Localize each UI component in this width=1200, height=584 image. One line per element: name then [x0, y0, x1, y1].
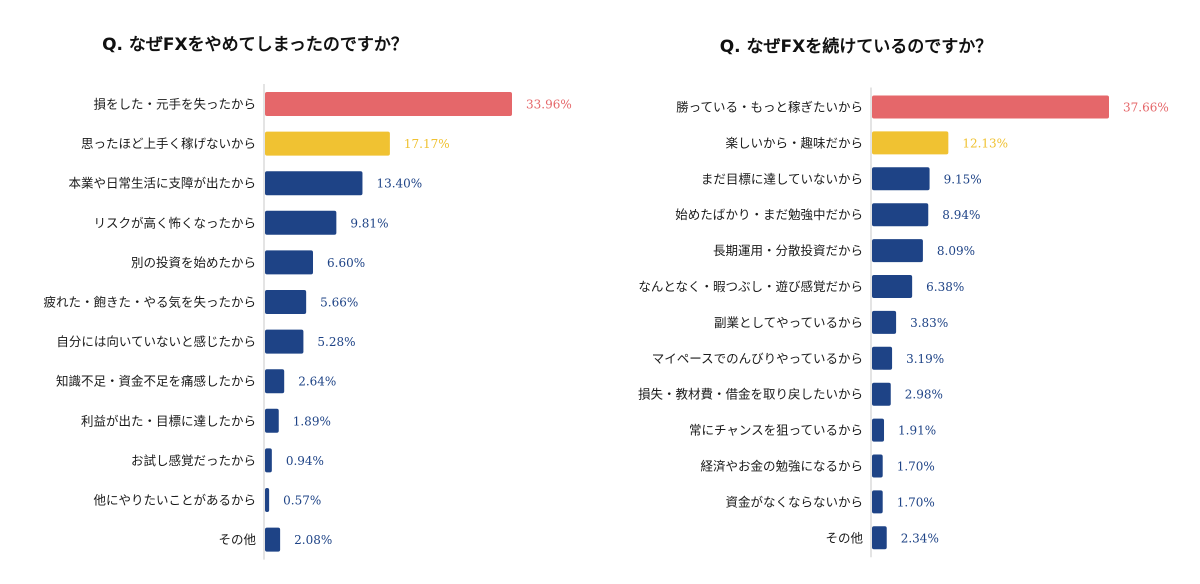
quit-bar — [265, 329, 304, 354]
continue-bar — [872, 382, 891, 406]
continue-value-label: 2.98% — [905, 388, 943, 402]
continue-category-label: 経済やお金の勉強になるから — [700, 459, 863, 474]
continue-bar — [872, 490, 883, 514]
quit-category-label: 疲れた・飽きた・やる気を失ったから — [43, 295, 256, 310]
continue-category-label: その他 — [825, 530, 863, 545]
continue-value-label: 8.94% — [942, 208, 980, 222]
quit-value-label: 2.64% — [298, 375, 336, 389]
continue-category-label: 副業としてやっているから — [714, 315, 863, 330]
chart-continue-reasons: Q. なぜFXを続けているのですか？ 勝っている・もっと稼ぎたいから 37.66%… — [638, 36, 1169, 558]
continue-value-label: 37.66% — [1123, 101, 1169, 115]
quit-value-label: 5.66% — [320, 296, 358, 310]
continue-category-label: なんとなく・暇つぶし・遊び感覚だから — [638, 279, 863, 294]
quit-category-label: 別の投資を始めたから — [131, 255, 256, 270]
continue-value-label: 12.13% — [962, 136, 1008, 150]
quit-category-label: リスクが高く怖くなったから — [93, 215, 256, 230]
continue-value-label: 8.09% — [937, 244, 975, 258]
continue-category-label: 始めたばかり・まだ勉強中だから — [675, 207, 863, 222]
continue-value-label: 3.83% — [910, 316, 948, 330]
quit-category-label: 損をした・元手を失ったから — [93, 97, 256, 112]
quit-value-label: 17.17% — [404, 137, 450, 151]
continue-category-label: 長期運用・分散投資だから — [713, 243, 863, 258]
quit-bar — [265, 488, 270, 512]
continue-category-label: 勝っている・もっと稼ぎたいから — [676, 100, 863, 115]
continue-category-label: マイペースでのんびりやっているから — [652, 351, 863, 366]
continue-category-label: 常にチャンスを狙っているから — [689, 423, 863, 438]
quit-value-label: 2.08% — [294, 533, 332, 547]
quit-bar — [265, 369, 285, 394]
chart-title-quit: Q. なぜFXをやめてしまったのですか？ — [102, 35, 408, 55]
quit-category-label: その他 — [218, 532, 256, 547]
quit-bar — [265, 250, 314, 275]
quit-bar — [265, 210, 337, 235]
quit-category-label: 思ったほど上手く稼げないから — [81, 136, 256, 151]
quit-category-label: 本業や日常生活に支障が出たから — [68, 176, 256, 191]
quit-value-label: 6.60% — [327, 256, 365, 270]
quit-category-label: 他にやりたいことがあるから — [93, 493, 256, 508]
quit-value-label: 1.89% — [293, 414, 331, 428]
continue-bar — [872, 239, 923, 263]
chart-quit-reasons: Q. なぜFXをやめてしまったのですか？ 損をした・元手を失ったから 33.96%… — [43, 35, 572, 560]
continue-category-label: 楽しいから・趣味だから — [725, 135, 863, 150]
continue-value-label: 1.70% — [897, 460, 935, 474]
quit-bar — [265, 131, 390, 156]
quit-value-label: 5.28% — [317, 335, 355, 349]
quit-category-label: 自分には向いていないと感じたから — [56, 334, 256, 349]
continue-category-label: 損失・教材費・借金を取り戻したいから — [638, 387, 863, 402]
continue-bar — [872, 203, 929, 227]
continue-bar — [872, 275, 913, 298]
quit-category-label: お試し感覚だったから — [131, 453, 256, 468]
continue-bar — [872, 346, 893, 370]
continue-bar — [872, 95, 1109, 119]
continue-bar — [872, 167, 930, 191]
continue-value-label: 1.91% — [898, 424, 936, 438]
continue-category-label: 資金がなくならないから — [725, 494, 863, 509]
continue-value-label: 6.38% — [926, 280, 964, 294]
continue-category-label: まだ目標に達していないから — [701, 171, 863, 186]
quit-category-label: 利益が出た・目標に達したから — [81, 413, 256, 428]
quit-value-label: 0.57% — [283, 494, 321, 508]
chart-title-continue: Q. なぜFXを続けているのですか？ — [720, 36, 993, 57]
quit-bar — [265, 408, 279, 433]
quit-category-label: 知識不足・資金不足を痛感したから — [56, 374, 256, 389]
quit-bar — [265, 92, 512, 116]
continue-bar — [872, 131, 949, 155]
continue-bar — [872, 454, 883, 478]
quit-bar — [265, 448, 272, 473]
quit-value-label: 13.40% — [376, 177, 422, 191]
quit-value-label: 33.96% — [526, 98, 572, 112]
continue-value-label: 9.15% — [944, 172, 982, 186]
continue-value-label: 1.70% — [897, 495, 935, 509]
continue-bar — [872, 418, 885, 442]
quit-bar — [265, 171, 363, 196]
continue-value-label: 3.19% — [906, 352, 944, 366]
continue-value-label: 2.34% — [901, 531, 939, 545]
continue-bar — [872, 526, 887, 550]
quit-value-label: 9.81% — [350, 216, 388, 230]
quit-value-label: 0.94% — [286, 454, 324, 468]
quit-bar — [265, 290, 307, 314]
continue-bar — [872, 310, 897, 334]
quit-bar — [265, 527, 281, 552]
